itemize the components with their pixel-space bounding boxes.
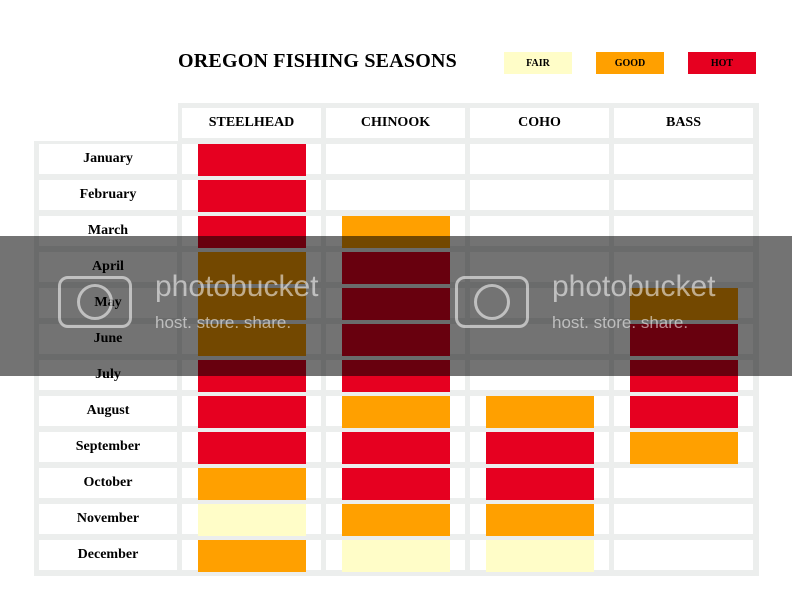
season-bar-bass-june bbox=[630, 324, 738, 356]
table-cell bbox=[614, 216, 753, 246]
table-cell bbox=[614, 504, 753, 534]
season-bar-steelhead-march bbox=[198, 216, 306, 248]
season-bar-steelhead-november bbox=[198, 504, 306, 536]
table-cell bbox=[470, 180, 609, 210]
season-bar-coho-november bbox=[486, 504, 594, 536]
season-bar-steelhead-october bbox=[198, 468, 306, 500]
season-bar-chinook-december bbox=[342, 540, 450, 572]
legend-good: GOOD bbox=[596, 52, 664, 74]
month-label: January bbox=[39, 144, 177, 174]
season-bar-chinook-april bbox=[342, 252, 450, 284]
watermark-logo bbox=[455, 276, 529, 328]
table-cell bbox=[614, 252, 753, 282]
table-cell bbox=[614, 180, 753, 210]
column-header-bass: BASS bbox=[614, 108, 753, 138]
table-cell bbox=[470, 360, 609, 390]
season-bar-coho-september bbox=[486, 432, 594, 464]
season-bar-steelhead-august bbox=[198, 396, 306, 428]
month-label: March bbox=[39, 216, 177, 246]
season-bar-bass-august bbox=[630, 396, 738, 428]
season-bar-bass-may bbox=[630, 288, 738, 320]
table-cell bbox=[614, 540, 753, 570]
season-bar-steelhead-january bbox=[198, 144, 306, 176]
chart-title: OREGON FISHING SEASONS bbox=[178, 50, 457, 72]
season-bar-steelhead-may bbox=[198, 288, 306, 320]
month-label: February bbox=[39, 180, 177, 210]
season-bar-chinook-june bbox=[342, 324, 450, 356]
season-bar-coho-december bbox=[486, 540, 594, 572]
season-bar-chinook-august bbox=[342, 396, 450, 428]
table-cell bbox=[470, 324, 609, 354]
season-bar-chinook-october bbox=[342, 468, 450, 500]
watermark-logo bbox=[58, 276, 132, 328]
month-label: November bbox=[39, 504, 177, 534]
column-header-steelhead: STEELHEAD bbox=[182, 108, 321, 138]
table-cell bbox=[614, 144, 753, 174]
season-bar-chinook-september bbox=[342, 432, 450, 464]
season-bar-chinook-may bbox=[342, 288, 450, 320]
column-header-chinook: CHINOOK bbox=[326, 108, 465, 138]
month-label: June bbox=[39, 324, 177, 354]
table-cell bbox=[614, 468, 753, 498]
season-bar-bass-september bbox=[630, 432, 738, 464]
table-cell bbox=[470, 216, 609, 246]
month-label: October bbox=[39, 468, 177, 498]
season-bar-coho-august bbox=[486, 396, 594, 428]
season-bar-steelhead-july bbox=[198, 360, 306, 392]
season-bar-chinook-november bbox=[342, 504, 450, 536]
season-bar-steelhead-april bbox=[198, 252, 306, 284]
table-cell bbox=[470, 144, 609, 174]
column-header-coho: COHO bbox=[470, 108, 609, 138]
season-bar-steelhead-december bbox=[198, 540, 306, 572]
season-bar-steelhead-september bbox=[198, 432, 306, 464]
season-bar-chinook-july bbox=[342, 360, 450, 392]
table-cell bbox=[326, 180, 465, 210]
season-bar-bass-july bbox=[630, 360, 738, 392]
season-bar-steelhead-june bbox=[198, 324, 306, 356]
table-cell bbox=[326, 144, 465, 174]
legend-hot: HOT bbox=[688, 52, 756, 74]
season-bar-steelhead-february bbox=[198, 180, 306, 212]
month-label: July bbox=[39, 360, 177, 390]
season-bar-chinook-march bbox=[342, 216, 450, 248]
month-label: August bbox=[39, 396, 177, 426]
season-bar-coho-october bbox=[486, 468, 594, 500]
month-label: September bbox=[39, 432, 177, 462]
month-label: December bbox=[39, 540, 177, 570]
legend-fair: FAIR bbox=[504, 52, 572, 74]
